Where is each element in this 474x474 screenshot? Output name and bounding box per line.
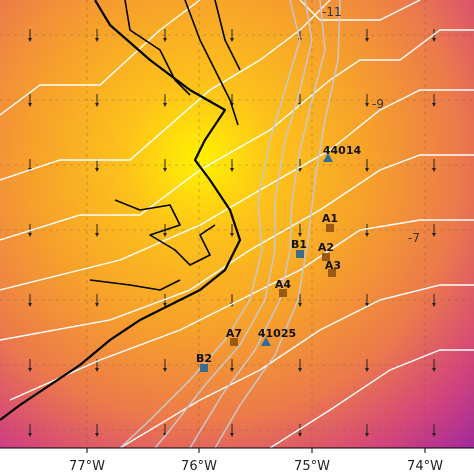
isobath: [214, 0, 341, 448]
wind-arrow-head: [298, 233, 302, 237]
wind-arrow-head: [365, 233, 369, 237]
wind-arrow-head: [432, 103, 436, 107]
buoy-marker: [323, 153, 333, 162]
wind-arrow-head: [365, 368, 369, 372]
station-label: A7: [226, 327, 242, 340]
x-tick-label: 74°W: [407, 459, 443, 474]
wind-arrow-head: [163, 303, 167, 307]
stations: 44014 A1 B1 A2 A3 A4 A7 41025 B2: [196, 144, 361, 372]
streamline: [0, 0, 201, 116]
station-marker: [322, 253, 330, 261]
wind-arrow-head: [230, 368, 234, 372]
graticule: [0, 0, 474, 448]
x-tick-label: 77°W: [69, 459, 105, 474]
coast-line: [114, 199, 216, 266]
wind-arrow-head: [230, 233, 234, 237]
x-tick-label: 75°W: [294, 459, 330, 474]
streamline: [269, 349, 474, 448]
contour-label: -11: [322, 5, 342, 19]
coast-line: [0, 0, 242, 421]
station-marker: [326, 224, 334, 232]
station-label: 41025: [258, 327, 296, 340]
wind-arrow-head: [163, 233, 167, 237]
wind-arrow-head: [432, 38, 436, 42]
wind-arrow-head: [95, 233, 99, 237]
coast-line: [214, 0, 241, 71]
station-marker: [230, 338, 238, 346]
bathymetry: [119, 0, 341, 448]
map-area: [0, 0, 474, 448]
contour-label: -7: [408, 231, 420, 245]
streamline: [0, 154, 474, 341]
streamline: [0, 0, 331, 181]
wind-arrow-head: [298, 303, 302, 307]
wind-arrow-head: [95, 168, 99, 172]
streamline: [0, 89, 474, 291]
wind-arrow-head: [365, 303, 369, 307]
station-label: B1: [291, 238, 307, 251]
wind-arrow-head: [298, 368, 302, 372]
streamline: [9, 219, 474, 401]
wind-arrow-head: [95, 368, 99, 372]
contour-labels: -11 -9 -7: [322, 5, 420, 245]
isobath: [119, 0, 301, 448]
coast-line: [124, 0, 191, 96]
x-tick-label: 76°W: [181, 459, 217, 474]
wind-arrow-head: [28, 233, 32, 237]
x-axis: 77°W 76°W 75°W 74°W: [0, 447, 474, 474]
wind-arrow-head: [28, 368, 32, 372]
station-label: 44014: [323, 144, 362, 157]
wind-arrow-head: [28, 38, 32, 42]
wind-arrow-head: [95, 38, 99, 42]
station-marker: [200, 364, 208, 372]
streamline: [0, 29, 474, 241]
coast-line: [184, 0, 239, 126]
wind-arrow-head: [432, 168, 436, 172]
wind-arrow-head: [365, 168, 369, 172]
wind-arrow-head: [432, 303, 436, 307]
wind-arrow-head: [230, 168, 234, 172]
wind-arrow-head: [163, 368, 167, 372]
station-marker: [328, 269, 336, 277]
wind-arrow-head: [365, 433, 369, 437]
wind-arrow-head: [432, 433, 436, 437]
wind-arrow-head: [432, 368, 436, 372]
isobath: [189, 0, 326, 448]
station-label: A1: [322, 212, 338, 225]
wind-arrow-head: [95, 103, 99, 107]
coastline: [0, 0, 242, 421]
wind-arrow-head: [365, 38, 369, 42]
station-label: A2: [318, 241, 334, 254]
wind-arrow-head: [95, 433, 99, 437]
station-label: A4: [275, 278, 292, 291]
wind-arrow-head: [163, 168, 167, 172]
station-label: A3: [325, 259, 341, 272]
wind-arrow-head: [230, 433, 234, 437]
wind-arrow-head: [365, 103, 369, 107]
wind-arrow-head: [28, 303, 32, 307]
wind-arrow-head: [28, 433, 32, 437]
coast-line: [89, 279, 181, 291]
contour-label: -9: [372, 97, 384, 111]
station-label: B2: [196, 352, 212, 365]
streamline: [299, 0, 421, 21]
buoy-marker: [261, 337, 271, 346]
isobath: [154, 0, 313, 448]
wind-arrow-head: [163, 38, 167, 42]
wind-arrow-head: [230, 38, 234, 42]
streamlines: [0, 0, 474, 448]
station-marker: [279, 289, 287, 297]
wind-arrow-head: [432, 233, 436, 237]
wind-arrow-head: [28, 103, 32, 107]
wind-arrow-head: [95, 303, 99, 307]
streamline: [119, 284, 474, 448]
wind-arrow-head: [298, 433, 302, 437]
station-marker: [296, 250, 304, 258]
wind-arrow-head: [163, 103, 167, 107]
wind-arrow-head: [298, 168, 302, 172]
